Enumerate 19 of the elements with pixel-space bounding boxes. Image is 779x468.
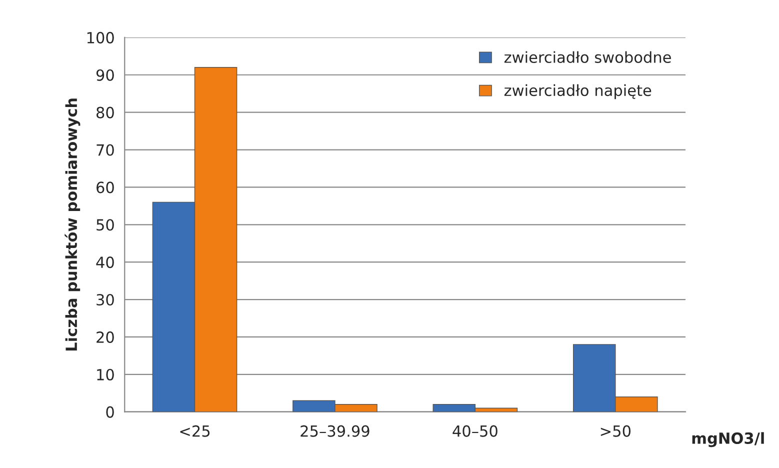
y-tick-label: 80 bbox=[96, 106, 114, 118]
y-tick-label: 60 bbox=[96, 182, 114, 194]
y-axis-title: Liczba punktów pomiarowych bbox=[64, 98, 80, 350]
x-tick-label: 25–39.99 bbox=[300, 425, 370, 437]
x-tick-label: <25 bbox=[180, 425, 210, 437]
y-tick-label: 0 bbox=[106, 406, 114, 418]
y-tick-label: 10 bbox=[97, 368, 114, 380]
x-tick-label: >50 bbox=[600, 425, 631, 437]
y-tick-label: 50 bbox=[96, 219, 114, 231]
y-tick-label: 20 bbox=[96, 331, 114, 343]
y-tick-label: 100 bbox=[87, 32, 114, 44]
x-tick-label: 40–50 bbox=[452, 425, 498, 437]
y-tick-label: 90 bbox=[96, 69, 114, 81]
y-tick-label: 70 bbox=[96, 144, 114, 156]
legend-label: zwierciadło napięte bbox=[504, 84, 652, 100]
legend-label: zwierciadło swobodne bbox=[504, 51, 671, 64]
y-tick-label: 30 bbox=[96, 294, 114, 306]
x-axis-title: mgNO3/l bbox=[692, 432, 764, 448]
y-tick-label: 40 bbox=[96, 256, 114, 268]
